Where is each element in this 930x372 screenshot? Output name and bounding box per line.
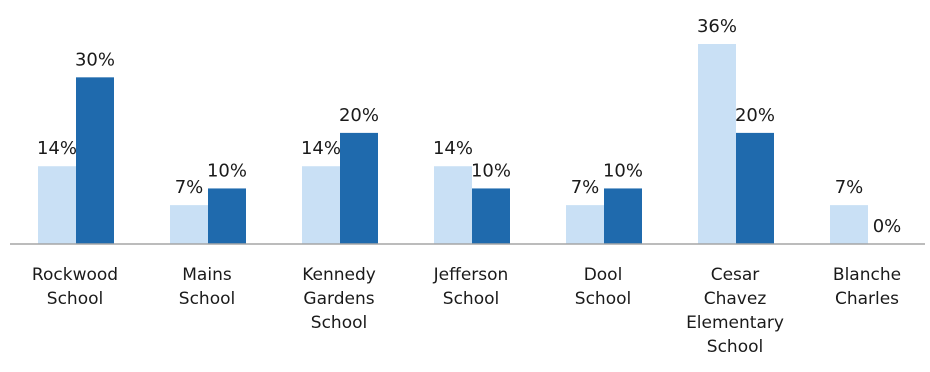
category-label-3-line-3: School	[311, 313, 367, 333]
data-labels-layer: 14%30%7%10%14%20%14%10%7%10%36%20%7%0%	[37, 16, 901, 237]
bar-1-3	[302, 166, 340, 244]
category-label-6-line-4: School	[707, 337, 763, 357]
category-label-2-line-1: Mains	[182, 265, 232, 285]
bar-1-5	[566, 205, 604, 244]
data-label-1-7: 7%	[835, 177, 864, 198]
data-label-2-3: 20%	[339, 105, 379, 126]
data-label-2-7: 0%	[873, 216, 902, 237]
category-label-1-line-1: Rockwood	[32, 265, 118, 285]
bar-2-3	[340, 132, 378, 244]
data-label-1-6: 36%	[697, 16, 737, 37]
category-label-1-line-2: School	[47, 289, 103, 309]
data-label-1-2: 7%	[175, 177, 204, 198]
bar-1-4	[434, 166, 472, 244]
category-label-6-line-1: Cesar	[711, 265, 760, 285]
category-label-6-line-3: Elementary	[686, 313, 784, 333]
bar-1-1	[38, 166, 76, 244]
data-label-2-2: 10%	[207, 160, 247, 181]
bar-1-2	[170, 205, 208, 244]
category-label-3-line-1: Kennedy	[302, 265, 376, 285]
bar-1-6	[698, 44, 736, 244]
bar-1-7	[830, 205, 868, 244]
bar-2-4	[472, 188, 510, 244]
category-label-5-line-1: Dool	[584, 265, 623, 285]
bars-layer	[38, 44, 868, 244]
category-label-2-line-2: School	[179, 289, 235, 309]
category-labels-layer: Rockwood School Mains School Kennedy Gardens S…	[32, 265, 901, 357]
data-label-2-6: 20%	[735, 105, 775, 126]
data-label-2-5: 10%	[603, 160, 643, 181]
category-label-3-line-2: Gardens	[303, 289, 374, 309]
category-label-7-line-1: Blanche	[833, 265, 901, 285]
data-label-1-4: 14%	[433, 138, 473, 159]
data-label-2-4: 10%	[471, 160, 511, 181]
bar-2-5	[604, 188, 642, 244]
category-label-4-line-2: School	[443, 289, 499, 309]
data-label-2-1: 30%	[75, 49, 115, 70]
category-label-5-line-2: School	[575, 289, 631, 309]
data-label-1-5: 7%	[571, 177, 600, 198]
bar-2-2	[208, 188, 246, 244]
bar-2-1	[76, 77, 114, 244]
data-label-1-1: 14%	[37, 138, 77, 159]
data-label-1-3: 14%	[301, 138, 341, 159]
category-label-4-line-1: Jefferson	[433, 265, 509, 285]
category-label-7-line-2: Charles	[835, 289, 899, 309]
category-label-6-line-2: Chavez	[704, 289, 767, 309]
bar-2-6	[736, 132, 774, 244]
